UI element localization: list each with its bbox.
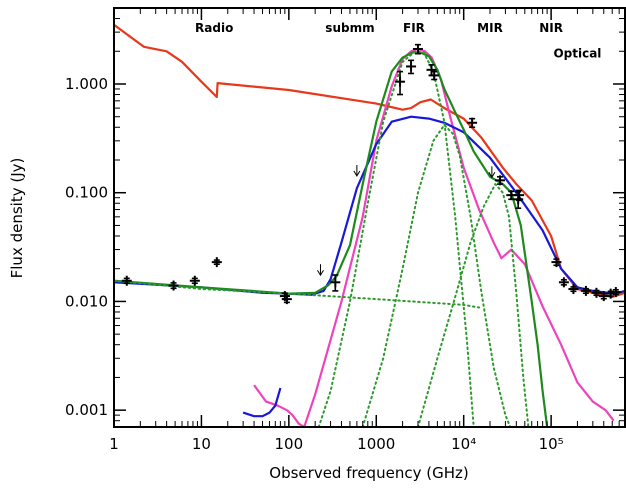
data-point (568, 284, 579, 295)
data-point (211, 257, 222, 268)
data-point (429, 70, 440, 81)
data-point (189, 275, 200, 286)
series-line-3 (242, 387, 282, 418)
y-axis-title: Flux density (Jy) (8, 158, 26, 279)
x-tick-label: 100 (275, 435, 304, 453)
data-point (558, 277, 569, 288)
x-tick-label: 10⁴ (451, 435, 476, 453)
upper-limit-arrow (317, 264, 324, 277)
upper-limit-arrow (353, 164, 361, 177)
data-point (168, 280, 179, 291)
region-label: MIR (477, 21, 503, 35)
upper-limits-layer (317, 164, 496, 277)
data-point (591, 287, 602, 298)
data-point (551, 257, 562, 268)
data-point (610, 287, 621, 298)
data-point (494, 175, 505, 186)
region-label: Optical (553, 47, 601, 61)
data-point (330, 274, 341, 292)
data-points-layer (121, 43, 621, 305)
region-label: NIR (539, 21, 563, 35)
x-tick-label: 10⁵ (539, 435, 564, 453)
data-point (598, 291, 609, 302)
axis-ticks-layer: 1 10 100 1000 10⁴ 10⁵ 0.001 0.010 0.100 1.000 (65, 7, 626, 453)
data-point (467, 117, 478, 129)
y-tick-label: 0.100 (65, 184, 108, 202)
y-tick-label: 0.001 (65, 401, 108, 419)
series-layer (114, 23, 625, 427)
x-tick-label: 10 (192, 435, 211, 453)
region-label: FIR (403, 21, 425, 35)
data-point (514, 189, 525, 202)
x-axis-title: Observed frequency (GHz) (269, 464, 468, 482)
region-labels-layer: Radio submm FIR MIR NIR Optical (195, 21, 601, 60)
data-point (580, 285, 591, 296)
y-tick-label: 1.000 (65, 75, 108, 93)
x-tick-label: 1000 (357, 435, 395, 453)
data-point (412, 43, 423, 55)
data-point (121, 275, 132, 286)
y-tick-label: 0.010 (65, 292, 108, 310)
x-tick-label: 1 (109, 435, 119, 453)
data-point (395, 70, 406, 96)
series-line-4 (114, 51, 549, 427)
region-label: Radio (195, 21, 233, 35)
series-line-1 (253, 47, 615, 427)
series-line-7 (361, 124, 512, 427)
series-line-6 (317, 50, 475, 427)
series-line-5 (114, 279, 481, 309)
data-point (281, 294, 292, 305)
region-label: submm (325, 21, 374, 35)
series-line-8 (417, 183, 530, 427)
series-line-2 (114, 115, 625, 296)
plot-frame (113, 7, 626, 428)
data-point (406, 59, 417, 75)
upper-limit-arrow (488, 166, 496, 179)
